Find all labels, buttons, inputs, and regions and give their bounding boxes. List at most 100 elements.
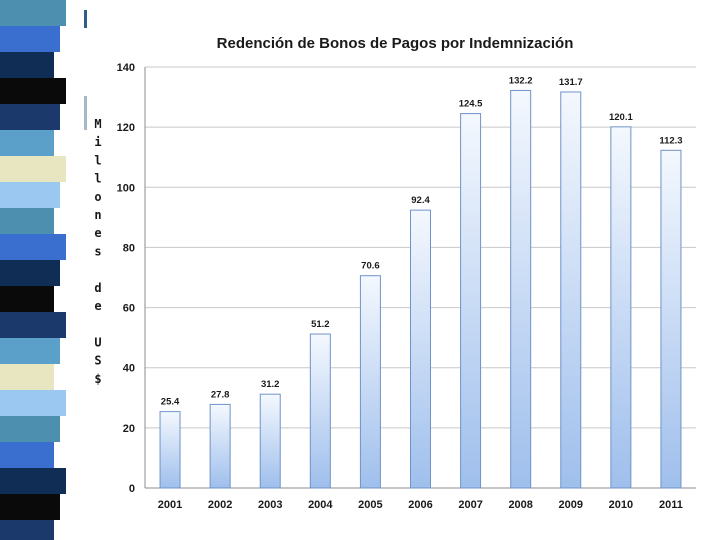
stripe-block [0, 338, 60, 364]
bar-2011 [660, 149, 682, 489]
data-label-2011: 112.3 [659, 135, 682, 146]
y-tick-label: 60 [123, 303, 135, 315]
stripe-block [0, 78, 66, 104]
bar-2005 [359, 275, 381, 489]
stripe-block [0, 442, 54, 468]
accent-bar [84, 96, 87, 130]
stripe-block [0, 52, 54, 78]
stripe-block [0, 104, 60, 130]
chart-title: Redención de Bonos de Pagos por Indemniz… [217, 35, 574, 52]
y-axis-label-char: s [94, 244, 101, 258]
y-tick-label: 40 [123, 363, 135, 375]
decorative-stripe [0, 0, 72, 540]
data-label-2005: 70.6 [361, 261, 380, 272]
x-tick-label: 2002 [208, 499, 232, 511]
stripe-gap [54, 364, 72, 390]
stripe-gap [66, 156, 72, 182]
stripe-block [0, 130, 54, 156]
y-axis-label-char: S [94, 354, 101, 368]
stripe-gap [66, 312, 72, 338]
data-label-2007: 124.5 [459, 99, 483, 110]
x-tick-label: 2004 [308, 499, 333, 511]
data-label-2009: 131.7 [559, 77, 583, 88]
stripe-gap [60, 182, 72, 208]
stripe-block [0, 286, 54, 312]
stripe-gap [60, 338, 72, 364]
y-axis-label-char: d [94, 281, 101, 295]
stripe-gap [66, 0, 72, 26]
bar-2006 [410, 209, 431, 489]
accent-bar [84, 10, 87, 28]
stripe-gap [54, 208, 72, 234]
data-label-2002: 27.8 [211, 389, 230, 400]
data-label-2010: 120.1 [609, 112, 633, 123]
stripe-gap [54, 52, 72, 78]
x-tick-label: 2011 [659, 499, 683, 511]
data-label-2003: 31.2 [261, 379, 280, 390]
x-tick-label: 2007 [458, 499, 482, 511]
bar-2001 [159, 411, 181, 489]
y-tick-label: 20 [123, 423, 135, 435]
stripe-gap [60, 416, 72, 442]
bars [159, 89, 682, 489]
stripe-block [0, 520, 54, 540]
stripe-gap [60, 104, 72, 130]
stripe-gap [60, 260, 72, 286]
stripe-block [0, 312, 66, 338]
y-axis-label-char: e [94, 299, 101, 313]
y-axis-label-char: o [94, 190, 101, 204]
data-labels: 25.4 27.8 31.2 51.2 70.6 92.4 124.5 132.2 131.7 1… [161, 75, 683, 407]
stripe-block [0, 416, 60, 442]
stripe-gap [60, 494, 72, 520]
x-tick-label: 2001 [158, 499, 182, 511]
bar-2008 [510, 89, 532, 489]
stripe-block [0, 208, 54, 234]
stripe-gap [60, 26, 72, 52]
stripe-block [0, 494, 60, 520]
x-tick-label: 2009 [559, 499, 583, 511]
y-tick-label: 140 [117, 62, 135, 74]
stripe-block [0, 182, 60, 208]
stripe-block [0, 156, 66, 182]
y-axis-ticks: 0 20 40 60 80 100 120 140 [117, 62, 135, 495]
y-tick-label: 80 [123, 242, 135, 254]
y-axis-label-char: n [94, 208, 101, 222]
stripe-block [0, 26, 60, 52]
y-axis-label-char: i [94, 135, 101, 149]
data-label-2006: 92.4 [411, 195, 430, 206]
stripe-gap [54, 130, 72, 156]
x-tick-label: 2003 [258, 499, 282, 511]
y-axis-label-char: l [94, 153, 101, 167]
y-axis-label-char: U [94, 335, 101, 349]
x-tick-label: 2008 [508, 499, 532, 511]
stripe-block [0, 234, 66, 260]
stripe-block [0, 364, 54, 390]
bar-2007 [460, 113, 482, 489]
data-label-2004: 51.2 [311, 319, 330, 330]
stripe-gap [54, 442, 72, 468]
stripe-gap [54, 520, 72, 540]
stripe-block [0, 390, 66, 416]
x-tick-label: 2006 [408, 499, 432, 511]
stripe-block [0, 0, 66, 26]
x-tick-label: 2005 [358, 499, 382, 511]
stripe-gap [66, 234, 72, 260]
x-tick-label: 2010 [609, 499, 633, 511]
stripe-gap [66, 390, 72, 416]
bar-2010 [610, 126, 632, 489]
stripe-block [0, 468, 66, 494]
y-axis-label-char: l [94, 172, 101, 186]
y-tick-label: 120 [117, 122, 135, 134]
y-tick-label: 0 [129, 483, 135, 495]
x-axis-ticks: 2001 2002 2003 2004 2005 2006 2007 2008 2009 2010… [158, 499, 683, 511]
stripe-gap [54, 286, 72, 312]
y-axis-label-char: e [94, 226, 101, 240]
y-tick-label: 100 [117, 182, 135, 194]
bar-2009 [560, 91, 582, 489]
data-label-2001: 25.4 [161, 397, 180, 408]
stripe-block [0, 260, 60, 286]
bar-2002 [209, 403, 231, 489]
stripe-gap [66, 468, 72, 494]
